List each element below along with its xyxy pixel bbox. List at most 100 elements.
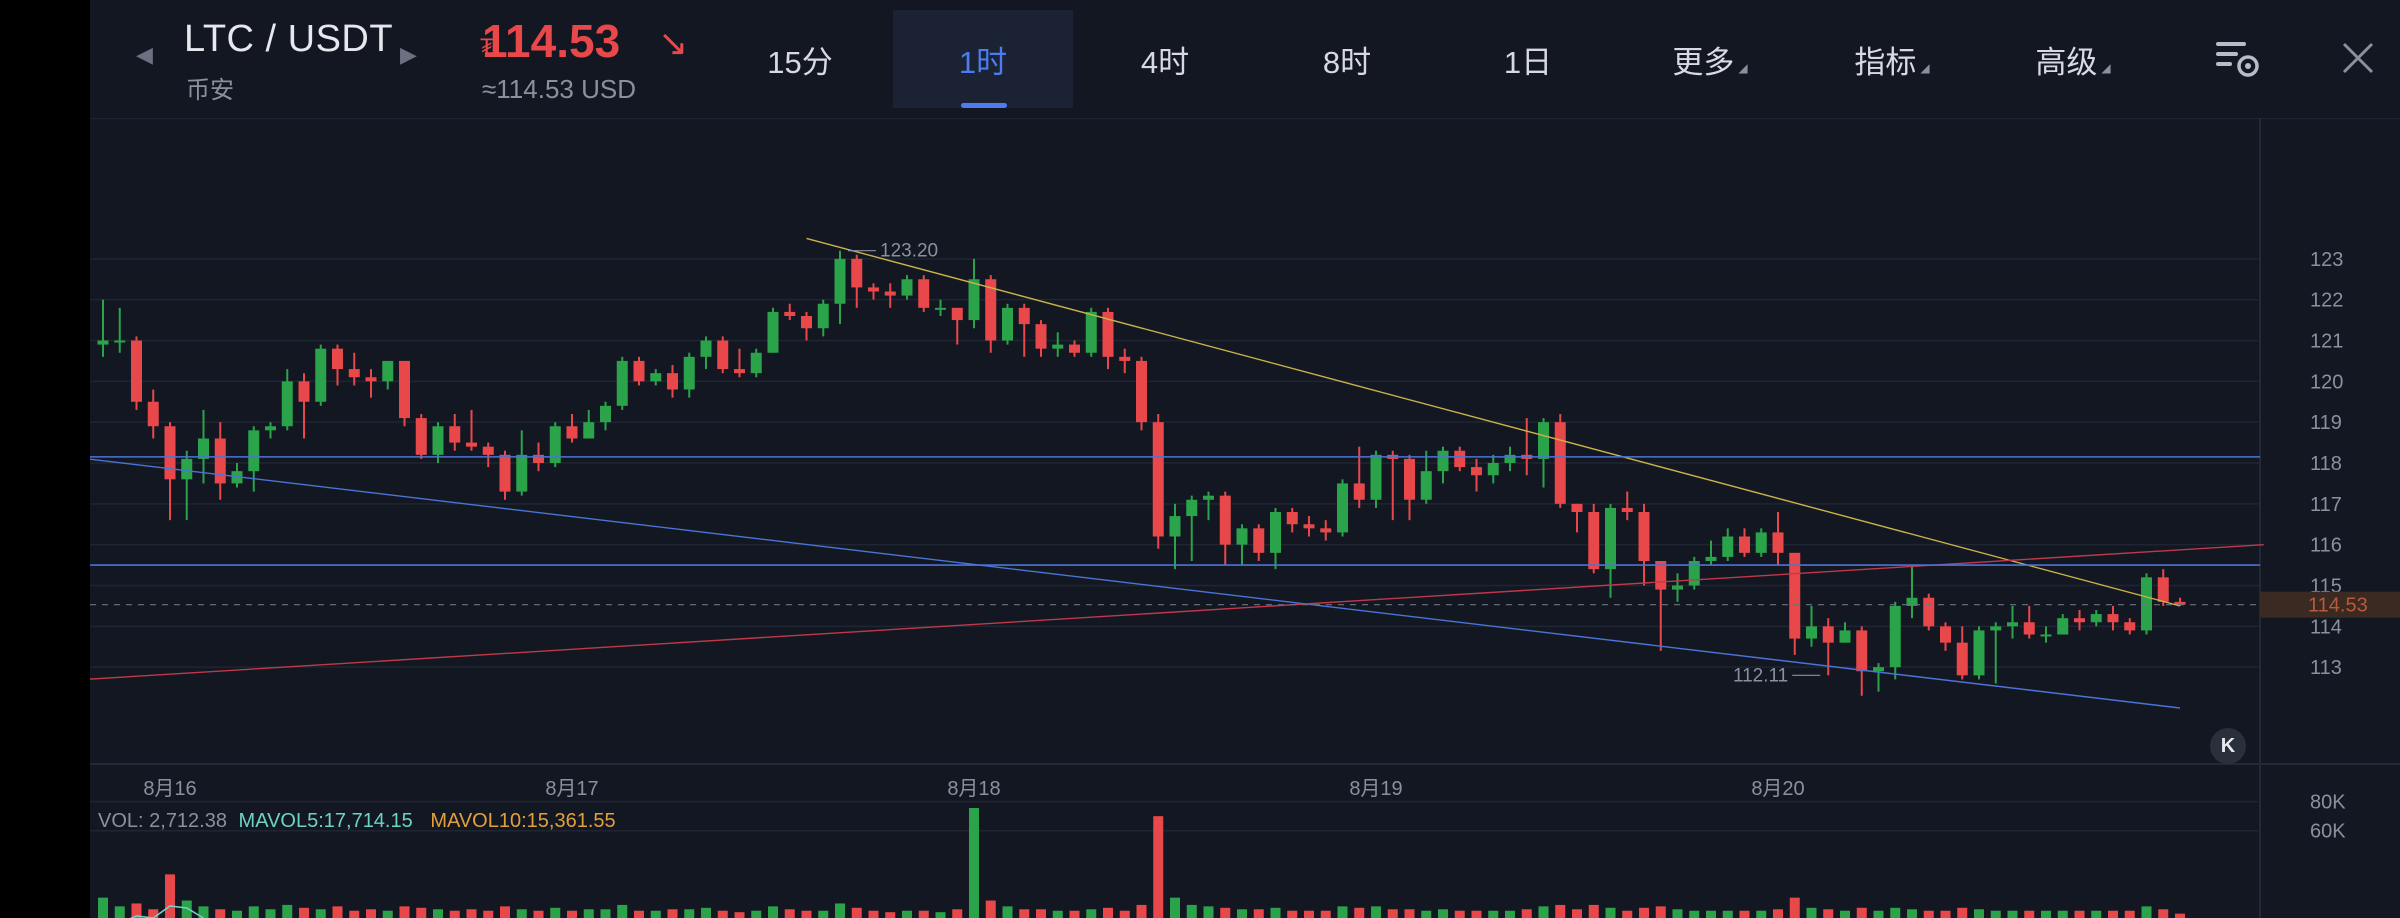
tab-4h[interactable]: 4时 bbox=[1140, 44, 1190, 80]
volume-bar bbox=[2041, 910, 2051, 918]
candle-body bbox=[1270, 512, 1281, 553]
volume-bar bbox=[634, 910, 644, 918]
volume-bar bbox=[885, 912, 896, 918]
candle-body bbox=[1538, 422, 1549, 459]
volume-bar bbox=[148, 909, 159, 918]
candle-body bbox=[533, 454, 544, 463]
chevron-left-icon[interactable]: ◀ bbox=[136, 42, 153, 67]
volume-bar bbox=[1153, 816, 1164, 918]
dropdown-triangle-icon: ◢ bbox=[1738, 61, 1748, 75]
volume-bar bbox=[1136, 904, 1147, 918]
tab-indicators[interactable]: 指标 ◢ bbox=[1854, 44, 1930, 80]
candle-body bbox=[1889, 605, 1901, 668]
candle-body bbox=[114, 340, 126, 343]
candle-body bbox=[315, 348, 327, 402]
tab-8h[interactable]: 8时 bbox=[1322, 44, 1372, 80]
volume-bar bbox=[1974, 909, 1984, 918]
candle-body bbox=[834, 258, 846, 304]
y-tick-label: 121 bbox=[2310, 331, 2343, 353]
volume-bar bbox=[466, 909, 477, 918]
candle-body bbox=[616, 360, 628, 406]
candle-body bbox=[851, 258, 863, 288]
volume-bar bbox=[2108, 910, 2118, 918]
volume-bar bbox=[215, 909, 226, 918]
candle-body bbox=[399, 360, 410, 419]
volume-bar bbox=[98, 897, 108, 918]
candle-body bbox=[1588, 512, 1600, 570]
volume-bar bbox=[1890, 907, 1901, 918]
tab-1d[interactable]: 1日 bbox=[1503, 44, 1553, 80]
candle-body bbox=[382, 360, 394, 382]
volume-bar bbox=[1404, 909, 1415, 918]
volume-bar bbox=[684, 909, 695, 918]
volume-bar bbox=[533, 910, 544, 918]
candle-body bbox=[1806, 626, 1817, 639]
close-icon[interactable] bbox=[2338, 38, 2378, 78]
trendline bbox=[90, 543, 2264, 680]
candle-body bbox=[1219, 495, 1231, 545]
tab-1h[interactable]: 1时 bbox=[893, 10, 1073, 108]
tab-more[interactable]: 更多 ◢ bbox=[1672, 44, 1748, 80]
candle-body bbox=[985, 279, 997, 341]
candle-body bbox=[951, 307, 963, 321]
volume-bar bbox=[1907, 909, 1917, 918]
candle-body bbox=[750, 352, 762, 374]
candle-body bbox=[365, 377, 377, 382]
candle-body bbox=[281, 381, 293, 427]
volume-bar bbox=[1923, 910, 1934, 918]
candle-body bbox=[2057, 618, 2069, 635]
candle-body bbox=[817, 303, 829, 329]
candle-body bbox=[1420, 471, 1432, 500]
volume-bar bbox=[1588, 904, 1599, 918]
volume-bar bbox=[1521, 909, 1532, 918]
volume-bar bbox=[433, 909, 443, 918]
volume-bar bbox=[1739, 910, 1750, 918]
volume-bar bbox=[2074, 910, 2085, 918]
volume-bar bbox=[399, 906, 410, 918]
dropdown-triangle-icon: ◢ bbox=[2101, 61, 2111, 75]
y-tick-label: 120 bbox=[2310, 371, 2343, 393]
volume-bar bbox=[1220, 907, 1231, 918]
volume-bar bbox=[918, 910, 929, 918]
volume-bar bbox=[1689, 910, 1700, 918]
chevron-right-icon[interactable]: ▶ bbox=[400, 42, 417, 67]
volume-bar bbox=[282, 904, 293, 918]
candle-body bbox=[1069, 344, 1080, 353]
candle-body bbox=[2174, 601, 2186, 605]
top-bar: ◀ LTC / USDT 币安 ▶ ₮ 114.53 ↘ ≈114.53 USD… bbox=[90, 0, 2400, 119]
candle-body bbox=[164, 426, 176, 480]
candle-body bbox=[2141, 577, 2152, 631]
candle-body bbox=[1035, 324, 1047, 349]
candle-body bbox=[1739, 536, 1750, 553]
volume-bar bbox=[1538, 906, 1549, 918]
candle-body bbox=[1337, 483, 1348, 533]
volume-bar bbox=[902, 910, 912, 918]
down-arrow-icon: ↘ bbox=[658, 22, 689, 63]
volume-bar bbox=[1555, 904, 1566, 918]
candle-body bbox=[2157, 577, 2169, 602]
volume-bar bbox=[265, 909, 276, 918]
candle-body bbox=[1404, 458, 1415, 500]
candle-body bbox=[332, 348, 343, 370]
volume-bar bbox=[2091, 910, 2102, 918]
volume-bar bbox=[1706, 910, 1716, 918]
candle-body bbox=[1085, 311, 1097, 353]
candle-body bbox=[683, 356, 695, 390]
volume-bar bbox=[1069, 910, 1080, 918]
volume-bar bbox=[416, 907, 427, 918]
volume-bar bbox=[198, 906, 209, 918]
tab-15m[interactable]: 15分 bbox=[767, 44, 833, 80]
volume-bar bbox=[1856, 907, 1867, 918]
trading-pair[interactable]: LTC / USDT bbox=[184, 18, 394, 60]
volume-bar bbox=[617, 904, 628, 918]
volume-bar bbox=[1237, 909, 1247, 918]
volume-bar bbox=[1203, 906, 1214, 918]
tab-advanced[interactable]: 高级 ◢ bbox=[2035, 44, 2111, 80]
chart-settings-icon[interactable] bbox=[2214, 38, 2260, 78]
scroll-to-latest-button[interactable]: K bbox=[2210, 728, 2246, 764]
volume-bar bbox=[2024, 910, 2035, 918]
volume-bar bbox=[1438, 909, 1448, 918]
volume-bar bbox=[969, 808, 979, 918]
candle-body bbox=[700, 340, 712, 357]
